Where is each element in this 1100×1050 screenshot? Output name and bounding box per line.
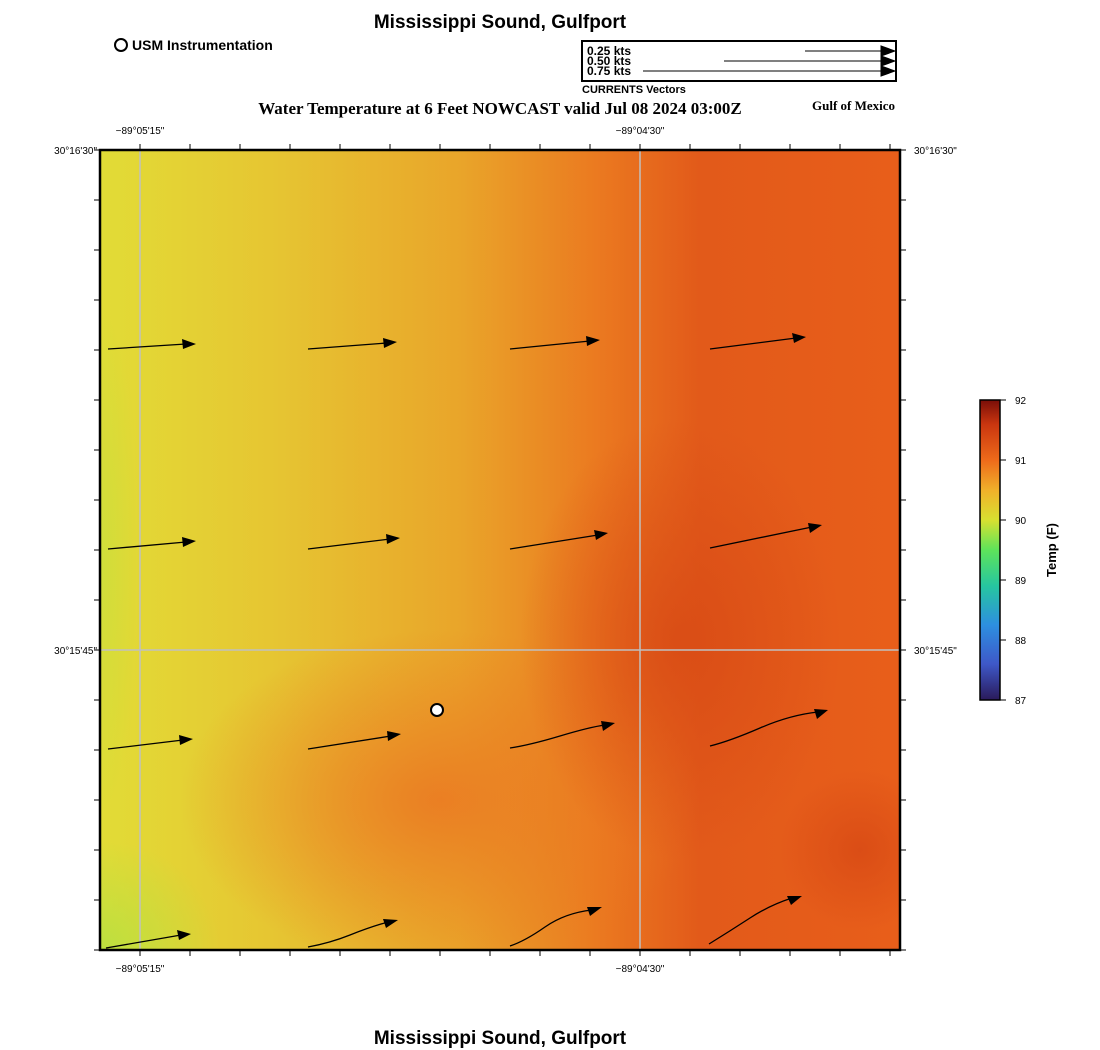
- current-vectors: [105, 337, 819, 949]
- colorbar-tick-92: 92: [1015, 396, 1027, 407]
- vector-key-caption: CURRENTS Vectors: [582, 84, 686, 96]
- axis-ticks: [94, 144, 906, 956]
- vector-key-label-1: 0.25 kts: [587, 44, 632, 58]
- vector-key: 0.25 kts 0.50 kts 0.75 kts: [581, 40, 897, 82]
- colorbar-tick-87: 87: [1015, 696, 1027, 707]
- vector-key-label-3: 0.75 kts: [587, 64, 632, 78]
- current-vector-heads: [177, 333, 828, 940]
- temperature-field: [100, 150, 900, 950]
- vector-key-arrows: [643, 45, 895, 77]
- colorbar-tick-90: 90: [1015, 516, 1027, 527]
- bottom-lon-label-2: −89°04'30": [616, 964, 665, 975]
- usm-station-marker-icon[interactable]: [430, 703, 444, 717]
- vector-key-label-2: 0.50 kts: [587, 54, 632, 68]
- map-subtitle: Water Temperature at 6 Feet NOWCAST vali…: [258, 99, 742, 118]
- colorbar-tick-88: 88: [1015, 636, 1027, 647]
- colorbar-tick-89: 89: [1015, 576, 1027, 587]
- top-lon-label-2: −89°04'30": [616, 126, 665, 137]
- station-legend: USM Instrumentation: [114, 37, 273, 53]
- temperature-map: −89°05'15" −89°04'30" −89°05'15" −89°04'…: [54, 126, 1059, 975]
- left-lat-label-2: 30°15'45": [54, 646, 97, 657]
- colorbar-tick-91: 91: [1015, 456, 1027, 467]
- footer-title: Mississippi Sound, Gulfport: [373, 1028, 627, 1049]
- station-legend-label: USM Instrumentation: [132, 37, 273, 53]
- right-lat-label-2: 30°15'45": [914, 646, 957, 657]
- map-title: Mississippi Sound, Gulfport: [373, 12, 627, 33]
- colorbar-gradient: [979, 399, 1001, 701]
- graticule: [100, 150, 900, 950]
- right-lat-label-1: 30°16'30": [914, 146, 957, 157]
- colorbar: 92 91 90 89 88 87 Temp (F): [979, 396, 1059, 707]
- bottom-lon-label-1: −89°05'15": [116, 964, 165, 975]
- colorbar-label: Temp (F): [1044, 523, 1059, 577]
- station-marker-icon: [114, 38, 128, 52]
- top-lon-label-1: −89°05'15": [116, 126, 165, 137]
- left-lat-label-1: 30°16'30": [54, 146, 97, 157]
- region-label: Gulf of Mexico: [812, 98, 896, 113]
